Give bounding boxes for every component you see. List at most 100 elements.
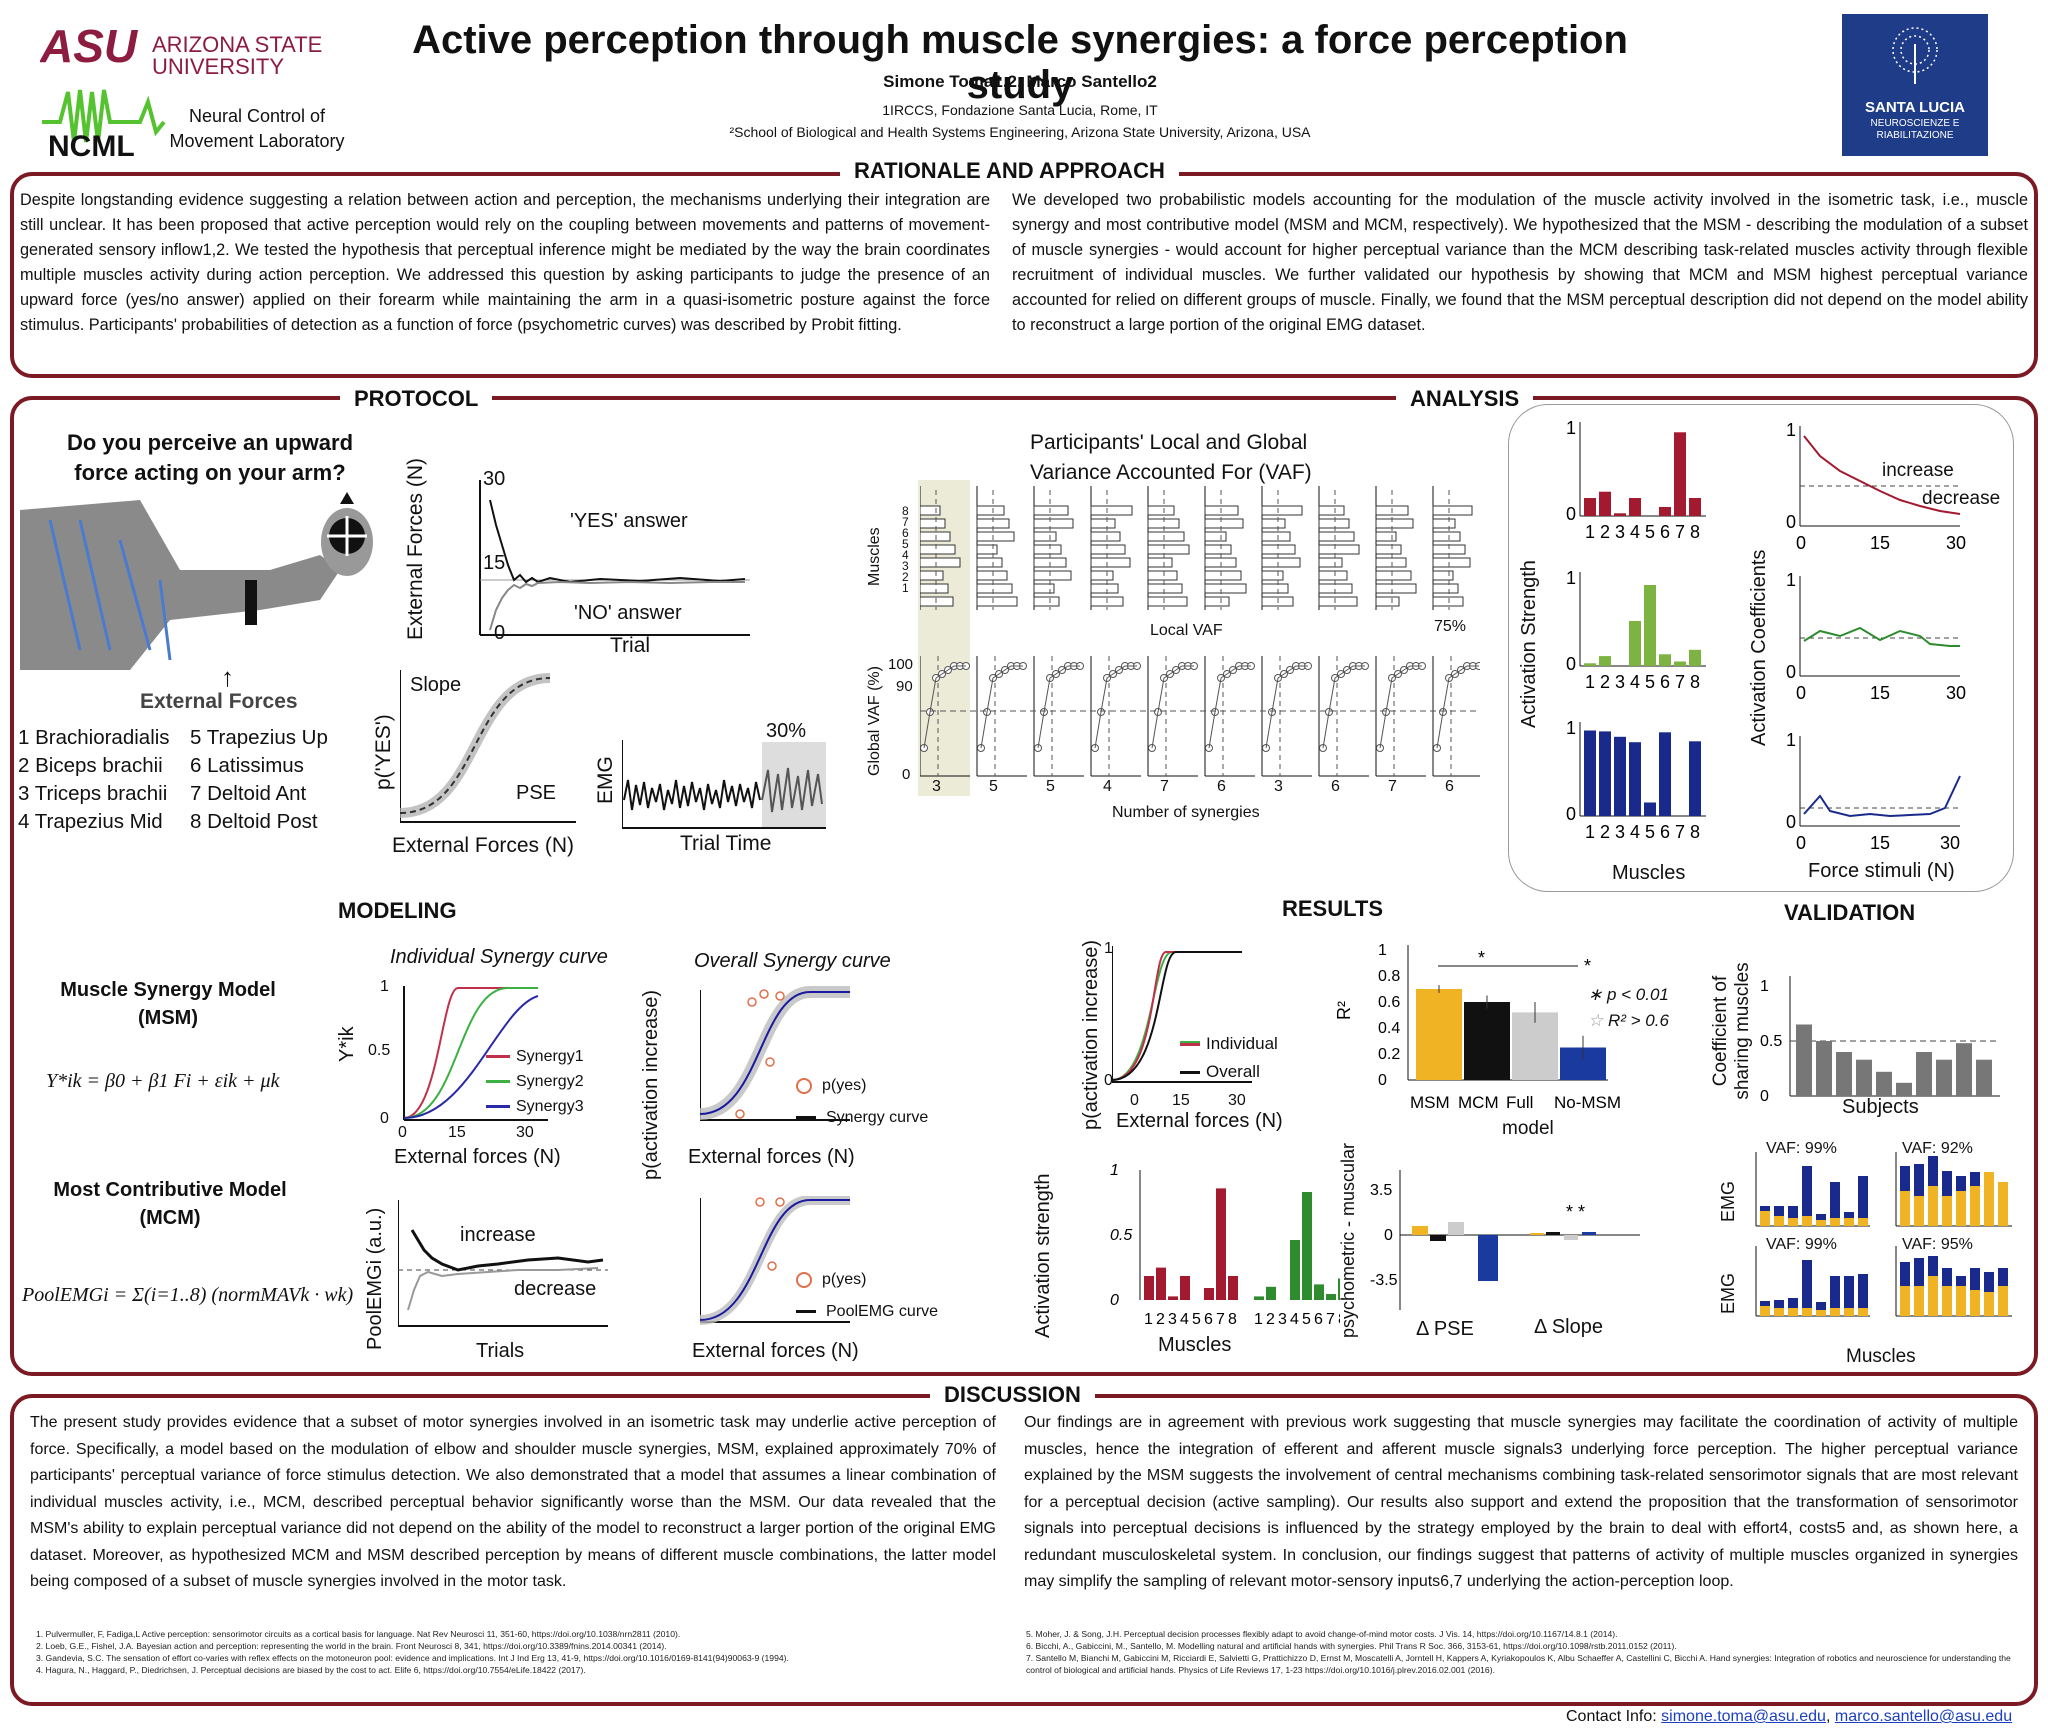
msm-title: Muscle Synergy Model (MSM) (60, 979, 276, 1029)
star-icon: ∗ (1588, 985, 1607, 1004)
vaf-bar (1318, 518, 1350, 529)
bar (1659, 507, 1671, 516)
vaf-bar (920, 570, 944, 581)
local-vaf-label: Local VAF (1150, 622, 1223, 639)
vaf-bar (1204, 531, 1227, 542)
email-link-2[interactable]: marco.santello@asu.edu (1834, 1708, 2013, 1725)
gvaf-line (1151, 665, 1194, 749)
muscle-index: 8 7 6 5 4 3 2 1 (902, 504, 909, 594)
bar (1644, 802, 1656, 816)
vaf-bar (920, 505, 941, 516)
tick-label: 4 (1180, 1311, 1189, 1328)
vaf-bar (1375, 557, 1407, 568)
vaf-panel (1318, 486, 1369, 777)
vaf-bar (1261, 583, 1289, 594)
psych-ylabel: psychometric - muscular (1338, 1142, 1358, 1338)
refs-right: 5. Moher, J. & Song, J.H. Perceptual dec… (1026, 1628, 2016, 1676)
vaf-bar (976, 557, 1003, 568)
bar (1584, 663, 1596, 666)
main-box (10, 396, 2038, 1376)
psych-muscular-chart: 3.5 0 -3.5 * * (1370, 1170, 1640, 1310)
bar (1956, 1043, 1972, 1096)
force-stim-label: Force stimuli (N) (1808, 860, 1955, 882)
syn-count: 6 (1445, 778, 1454, 795)
tick-label: 5 (1192, 1311, 1201, 1328)
rationale-left: Despite longstanding evidence suggesting… (20, 191, 990, 334)
vaf-bar (1375, 570, 1412, 581)
tree-icon (1892, 27, 1938, 84)
emg-pct: 30% (766, 720, 807, 742)
vaf-bar (1375, 518, 1414, 529)
poolemg-curve-svg (699, 1195, 850, 1325)
syn-count: 7 (1388, 778, 1397, 795)
individual-synergy-svg (403, 986, 548, 1121)
vaf-label-2: VAF: 92% (1902, 1140, 1973, 1157)
staircase-tick-30: 30 (483, 468, 506, 490)
legend-label: Overall (1206, 1062, 1260, 1081)
bar (1936, 1059, 1952, 1096)
tick-label: 7 (1326, 1311, 1335, 1328)
emg-stack-charts (1750, 1136, 2020, 1336)
significance-star: * (1584, 956, 1591, 976)
emg-plot (621, 740, 826, 832)
bar (1674, 432, 1686, 516)
muscle-item: 5 Trapezius Up (190, 726, 328, 749)
vaf-bar (1261, 531, 1291, 542)
bar (1464, 1002, 1510, 1080)
vaf-label-3: VAF: 99% (1766, 1236, 1837, 1253)
santa-lucia-sub: NEUROSCIENZE E RIABILITAZIONE (1870, 118, 1960, 141)
legend-item: Individual (1180, 1030, 1278, 1058)
coeff-plot-green: 1 0 0 15 30 (1786, 570, 1966, 703)
bar (1228, 1276, 1238, 1300)
muscles-label: Muscles (866, 527, 883, 586)
dpse-label: Δ PSE (1416, 1318, 1474, 1340)
tick-label: 2 (1600, 522, 1610, 542)
coeff-decrease: decrease (1922, 488, 2001, 509)
pool-legend: p(yes) PoolEMG curve (796, 1264, 938, 1328)
stack-1 (1755, 1152, 1870, 1227)
vaf-bar (976, 544, 998, 555)
tick-label: 3 (1168, 1311, 1177, 1328)
staircase-tick-15: 15 (483, 552, 506, 574)
act-strength-ylabel: Activation Strength (1518, 560, 1540, 728)
vaf-bar (1033, 531, 1057, 542)
psychometric-plot (399, 668, 580, 828)
tick-label: 6 (1660, 522, 1670, 542)
vaf-bar (1147, 583, 1183, 594)
yes-answer-label: 'YES' answer (570, 510, 688, 532)
res-muscles-xlabel: Muscles (1158, 1334, 1232, 1356)
contact-separator: , (1825, 1708, 1831, 1725)
svg-text:15: 15 (1870, 683, 1890, 703)
legend-label: PoolEMG curve (826, 1303, 939, 1320)
res-act-ylabel: Activation strength (1032, 1173, 1054, 1338)
psy-xlabel: External Forces (N) (392, 834, 575, 857)
svg-text:1: 1 (1786, 420, 1796, 440)
vaf-bar (1204, 570, 1242, 581)
vaf-bar (1318, 557, 1343, 568)
rationale-title: RATIONALE AND APPROACH (840, 158, 1179, 184)
vaf-panel (920, 486, 970, 777)
results-pact-plot (1111, 946, 1252, 1086)
bar (1876, 1071, 1892, 1096)
bar (1599, 731, 1611, 816)
sharing-coefficient-chart: 10.50 (1760, 976, 2000, 1105)
tick-label: 6 (1314, 1311, 1323, 1328)
ref-item: 7. Santello M, Bianchi M, Gabiccini M, R… (1026, 1653, 2011, 1675)
psy-pse: PSE (516, 782, 557, 804)
muscle-item: 3 Triceps brachii (18, 782, 168, 805)
tick-label: 3 (1615, 822, 1625, 842)
y-axis-label: R² (1334, 1001, 1354, 1020)
direction-icon (318, 492, 376, 584)
tick-label: 1 (1760, 978, 1769, 995)
vaf-bar (1261, 557, 1301, 568)
pool-xlabel: Trials (476, 1340, 525, 1362)
svg-text:3.5: 3.5 (1370, 1182, 1392, 1199)
arm-icon (20, 500, 340, 670)
overall-synergy-svg (699, 986, 850, 1121)
vaf-bar (1090, 518, 1116, 529)
email-link-1[interactable]: simone.toma@asu.edu (1661, 1708, 1826, 1725)
muscle-list-right: 5 Trapezius Up 6 Latissimus 7 Deltoid An… (190, 724, 328, 836)
tick-label: 0.8 (1378, 968, 1400, 985)
discussion-right: Our findings are in agreement with previ… (1024, 1414, 2018, 1590)
muscle-index-item: 8 (902, 504, 909, 518)
